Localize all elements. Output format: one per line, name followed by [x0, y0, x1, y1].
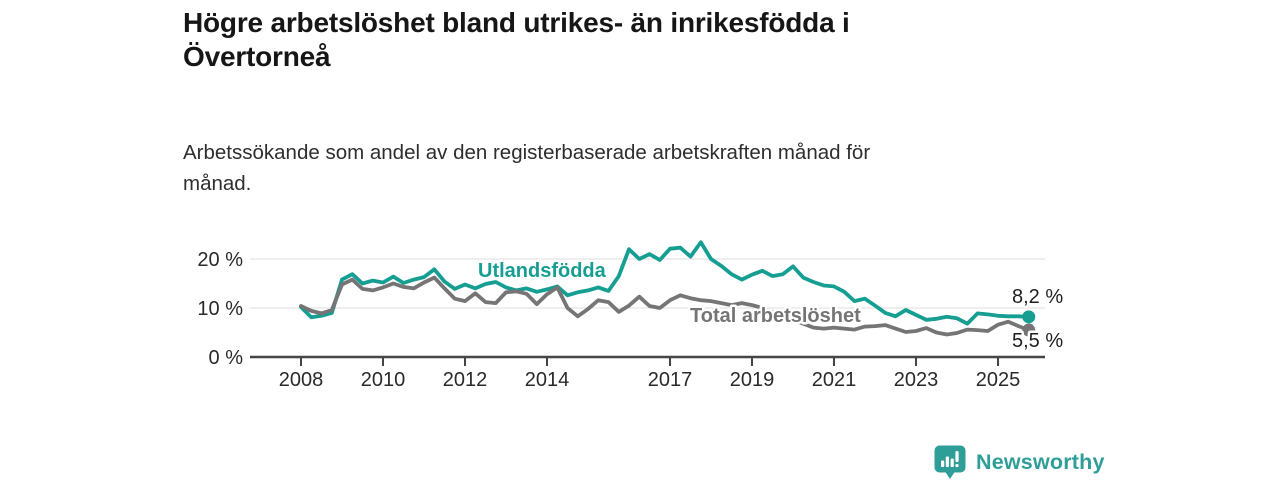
x-tick-label: 2010 [361, 369, 406, 391]
y-tick-label: 20 % [197, 249, 243, 271]
end-value-label-total: 5,5 % [1012, 330, 1063, 352]
bar-chart-speech-bubble-icon [934, 445, 966, 479]
newsworthy-wordmark: Newsworthy [976, 450, 1105, 474]
x-tick-label: 2014 [525, 369, 570, 391]
newsworthy-logo[interactable]: Newsworthy [933, 444, 1105, 480]
line-total [299, 275, 1031, 337]
x-axis [250, 355, 1045, 366]
end-dot-total [1022, 323, 1036, 337]
gridlines [250, 258, 1045, 309]
series-label-utlandsfodda: Utlandsfödda [478, 260, 607, 282]
y-tick-label: 10 % [197, 298, 243, 320]
x-tick-label: 2017 [648, 369, 693, 391]
tick-labels: 2008 2010 2012 2014 2017 2019 2021 2023 2025 0 % 1… [197, 249, 1020, 391]
line-utlandsfodda [299, 240, 1031, 326]
end-value-label-utlandsfodda: 8,2 % [1012, 286, 1063, 308]
title-line-2: Övertorneå [183, 41, 331, 72]
end-dot-utlandsfodda [1022, 310, 1036, 324]
page-title: Högre arbetslöshet bland utrikes- än inr… [183, 6, 1083, 74]
y-tick-label: 0 % [209, 347, 244, 369]
end-point-dots [1022, 310, 1036, 337]
x-tick-label: 2008 [279, 369, 324, 391]
x-tick-label: 2019 [730, 369, 775, 391]
line-chart: 2008 2010 2012 2014 2017 2019 2021 2023 2025 0 % 1… [197, 240, 1066, 391]
x-tick-label: 2021 [812, 369, 857, 391]
x-tick-label: 2023 [894, 369, 939, 391]
subtitle-line-2: månad. [183, 172, 252, 195]
x-tick-label: 2025 [976, 369, 1021, 391]
title-line-1: Högre arbetslöshet bland utrikes- än inr… [183, 7, 850, 38]
data-lines [299, 240, 1031, 337]
series-label-total-arbetsloshet: Total arbetslöshet [690, 305, 861, 327]
x-tick-label: 2012 [443, 369, 488, 391]
subtitle-line-1: Arbetssökande som andel av den registerb… [183, 141, 871, 164]
chart-subtitle: Arbetssökande som andel av den registerb… [183, 137, 1083, 199]
